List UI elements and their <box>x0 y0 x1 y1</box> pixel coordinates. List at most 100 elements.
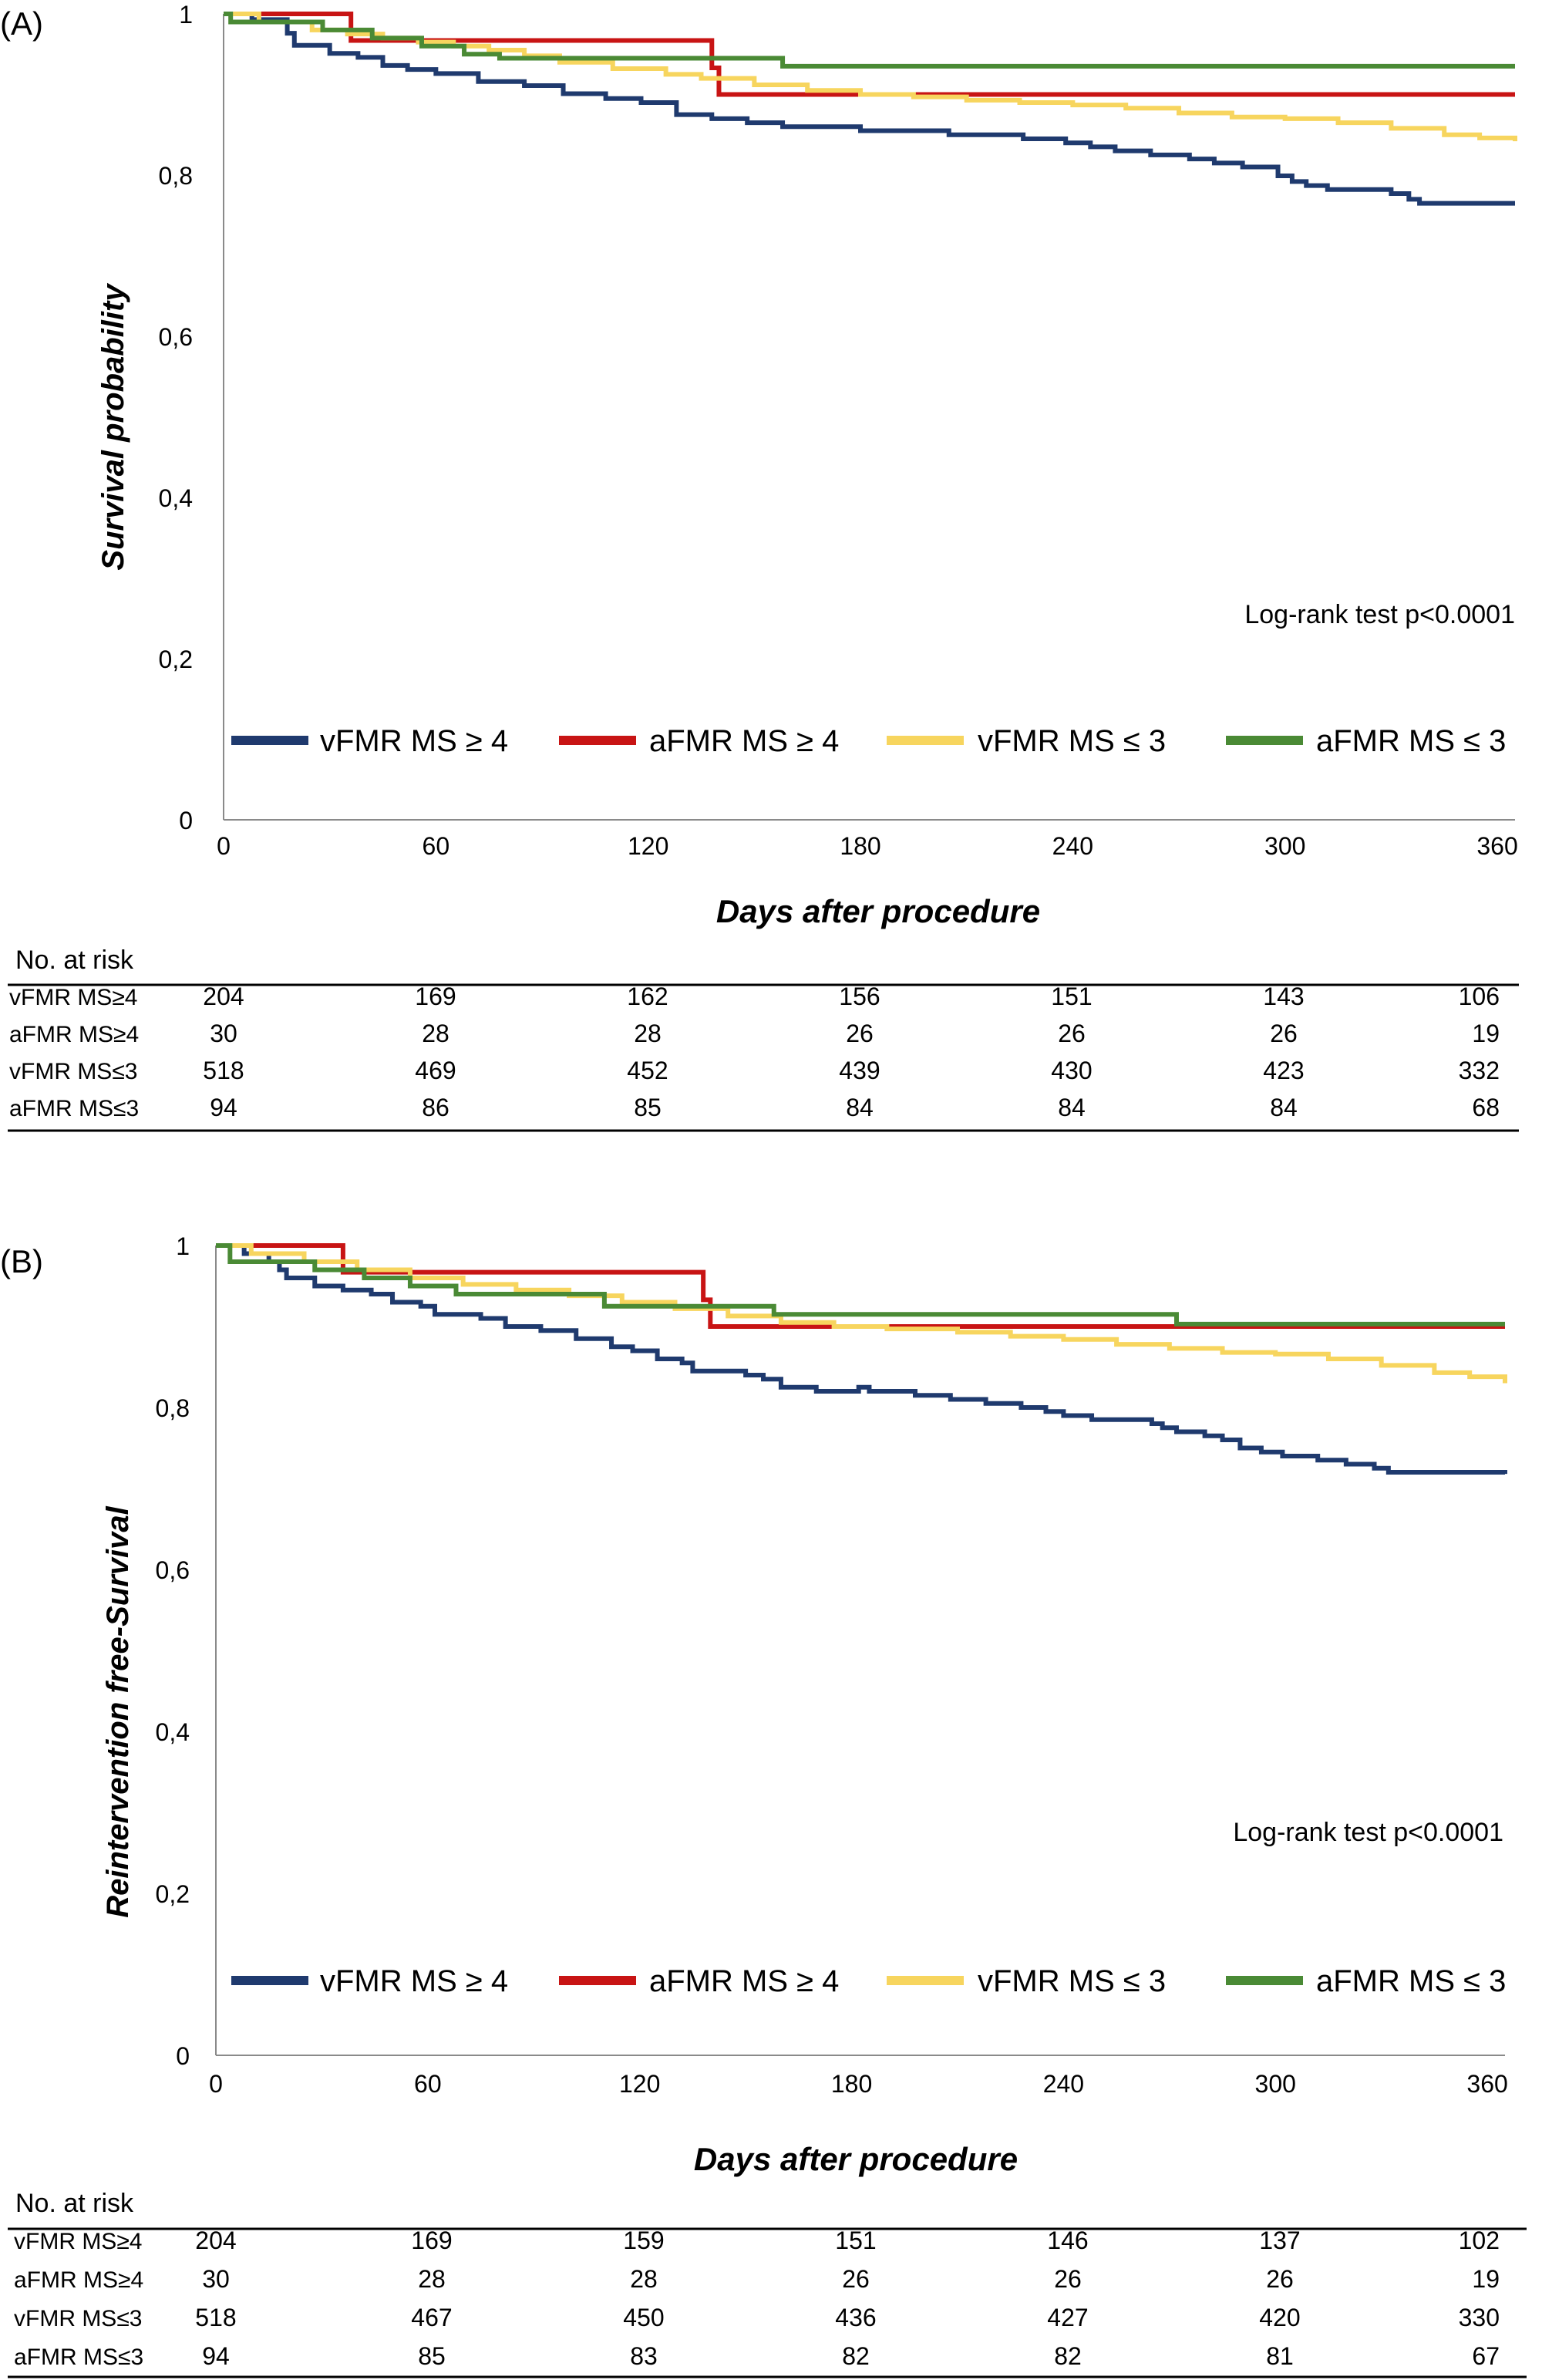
risk-table-header: No. at risk <box>15 946 134 975</box>
log-rank-annotation: Log-rank test p<0.0001 <box>1244 600 1515 629</box>
risk-table-cell: 169 <box>411 2227 452 2254</box>
risk-table-cell: 204 <box>195 2227 236 2254</box>
x-tick-label: 300 <box>1255 2070 1296 2098</box>
risk-table-cell: 102 <box>1459 2227 1500 2254</box>
risk-table-cell: 469 <box>415 1057 456 1084</box>
risk-table-cell: 26 <box>842 2265 870 2293</box>
risk-table-row-label: vFMR MS≤3 <box>14 2306 142 2331</box>
y-axis-title: Survival probability <box>96 283 130 571</box>
risk-table-cell: 85 <box>634 1094 662 1121</box>
x-tick-label: 180 <box>840 832 880 860</box>
panel-label: (B) <box>0 1243 43 1279</box>
x-axis-title: Days after procedure <box>716 893 1040 929</box>
risk-table-cell: 156 <box>839 983 880 1010</box>
km-curve-afmr-ms-ge4 <box>216 1243 1505 1329</box>
legend-label-afmr-le3: aFMR MS ≤ 3 <box>1316 1964 1506 1998</box>
legend-label-vfmr-ge4: vFMR MS ≥ 4 <box>320 724 508 758</box>
y-tick-label: 1 <box>179 1 193 29</box>
risk-table-cell: 430 <box>1051 1057 1092 1084</box>
km-curve-afmr-ms-le3 <box>216 1243 1505 1327</box>
risk-table-cell: 86 <box>422 1094 449 1121</box>
legend: vFMR MS ≥ 4 aFMR MS ≥ 4 vFMR MS ≤ 3 aFMR… <box>231 1964 1506 1998</box>
risk-table-cell: 420 <box>1259 2304 1300 2331</box>
risk-table-cell: 169 <box>415 983 456 1010</box>
y-tick-label: 0,4 <box>159 484 193 512</box>
x-axis-title: Days after procedure <box>694 2141 1018 2177</box>
y-axis-title: Reintervention free-Survival <box>101 1505 135 1917</box>
risk-table-cell: 28 <box>630 2265 658 2293</box>
risk-table-cell: 81 <box>1266 2342 1294 2370</box>
risk-table-cell: 26 <box>1058 1020 1086 1047</box>
km-curve-afmr-ms-le3 <box>224 12 1515 69</box>
risk-table-cell: 427 <box>1047 2304 1088 2331</box>
legend-label-afmr-ge4: aFMR MS ≥ 4 <box>649 724 839 758</box>
km-curve-afmr-ms-ge4 <box>224 12 1515 97</box>
risk-table-cell: 82 <box>1054 2342 1082 2370</box>
risk-table-cell: 518 <box>203 1057 244 1084</box>
risk-table-cell: 67 <box>1472 2342 1500 2370</box>
x-tick-label: 60 <box>423 832 450 860</box>
risk-table-cell: 26 <box>1266 2265 1294 2293</box>
panel-b: (B) 0 0,2 0,4 0,6 0,8 1 0 60 120 180 240 300 360 Rei… <box>0 1232 1527 2378</box>
x-tick-label: 240 <box>1043 2070 1084 2098</box>
risk-table-cell: 68 <box>1472 1094 1500 1121</box>
y-tick-label: 0,4 <box>156 1718 190 1746</box>
risk-table-cell: 143 <box>1263 983 1304 1010</box>
risk-table-row-label: aFMR MS≤3 <box>9 1096 139 1121</box>
legend-label-afmr-ge4: aFMR MS ≥ 4 <box>649 1964 839 1998</box>
km-curve-vfmr-ms-le3 <box>216 1243 1507 1384</box>
risk-table-cell: 439 <box>839 1057 880 1084</box>
risk-table-cell: 85 <box>418 2342 446 2370</box>
risk-table-cell: 151 <box>1051 983 1092 1010</box>
risk-table-cell: 330 <box>1459 2304 1500 2331</box>
risk-table-cell: 423 <box>1263 1057 1304 1084</box>
risk-table-cell: 30 <box>210 1020 237 1047</box>
y-tick-label: 0 <box>176 2042 190 2070</box>
risk-table-cell: 332 <box>1459 1057 1500 1084</box>
risk-table-cell: 518 <box>195 2304 236 2331</box>
risk-table-cell: 151 <box>835 2227 876 2254</box>
y-tick-label: 0,2 <box>156 1880 190 1908</box>
risk-table-row-label: aFMR MS≤3 <box>14 2345 143 2370</box>
risk-table-cell: 84 <box>1270 1094 1298 1121</box>
km-curve-vfmr-ms-ge4 <box>216 1243 1507 1475</box>
risk-table-cell: 19 <box>1472 1020 1500 1047</box>
risk-table-cell: 28 <box>418 2265 446 2293</box>
risk-table-row-label: vFMR MS≥4 <box>14 2229 142 2254</box>
risk-table-cell: 26 <box>1270 1020 1298 1047</box>
panel-a: (A) 00,20,40,60,810 60 120 180 240 300 360 Sur… <box>0 1 1519 1132</box>
legend-label-vfmr-ge4: vFMR MS ≥ 4 <box>320 1964 508 1998</box>
risk-table-cell: 28 <box>422 1020 449 1047</box>
risk-table-cell: 26 <box>846 1020 874 1047</box>
risk-table-row-label: aFMR MS≥4 <box>14 2267 143 2293</box>
y-tick-label: 0 <box>179 807 193 834</box>
plot-area: 0 0,2 0,4 0,6 0,8 1 0 60 120 180 240 300 360 <box>159 1 1518 860</box>
risk-table-cell: 28 <box>634 1020 662 1047</box>
x-tick-label: 120 <box>619 2070 660 2098</box>
legend-label-vfmr-le3: vFMR MS ≤ 3 <box>978 724 1166 758</box>
risk-table-rows: vFMR MS≥4 204 169 159 151 146 137 102 aFMR MS≥4 3… <box>14 2227 1500 2370</box>
risk-table-row-label: aFMR MS≥4 <box>9 1022 139 1047</box>
risk-table-row-label: vFMR MS≤3 <box>9 1059 137 1084</box>
risk-table-cell: 106 <box>1459 983 1500 1010</box>
y-tick-label: 0,6 <box>159 323 193 351</box>
risk-table-cell: 204 <box>203 983 244 1010</box>
risk-table-rows: vFMR MS≥4 204 169 162 156 151 143 106 aFMR MS≥4 3… <box>9 983 1500 1121</box>
legend: vFMR MS ≥ 4 aFMR MS ≥ 4 vFMR MS ≤ 3 aFMR… <box>231 724 1506 758</box>
x-tick-label: 0 <box>209 2070 223 2098</box>
km-curve-vfmr-ms-ge4 <box>224 12 1515 206</box>
risk-table-cell: 162 <box>627 983 668 1010</box>
y-tick-label: 0,6 <box>156 1556 190 1584</box>
risk-table-cell: 84 <box>846 1094 874 1121</box>
legend-label-vfmr-le3: vFMR MS ≤ 3 <box>978 1964 1166 1998</box>
risk-table-cell: 146 <box>1047 2227 1088 2254</box>
x-tick-label: 360 <box>1476 832 1517 860</box>
risk-table-header: No. at risk <box>15 2189 134 2218</box>
legend-label-afmr-le3: aFMR MS ≤ 3 <box>1316 724 1506 758</box>
risk-table-cell: 30 <box>202 2265 230 2293</box>
x-tick-label: 240 <box>1052 832 1093 860</box>
risk-table-cell: 467 <box>411 2304 452 2331</box>
x-tick-label: 300 <box>1264 832 1305 860</box>
risk-table-cell: 159 <box>623 2227 664 2254</box>
